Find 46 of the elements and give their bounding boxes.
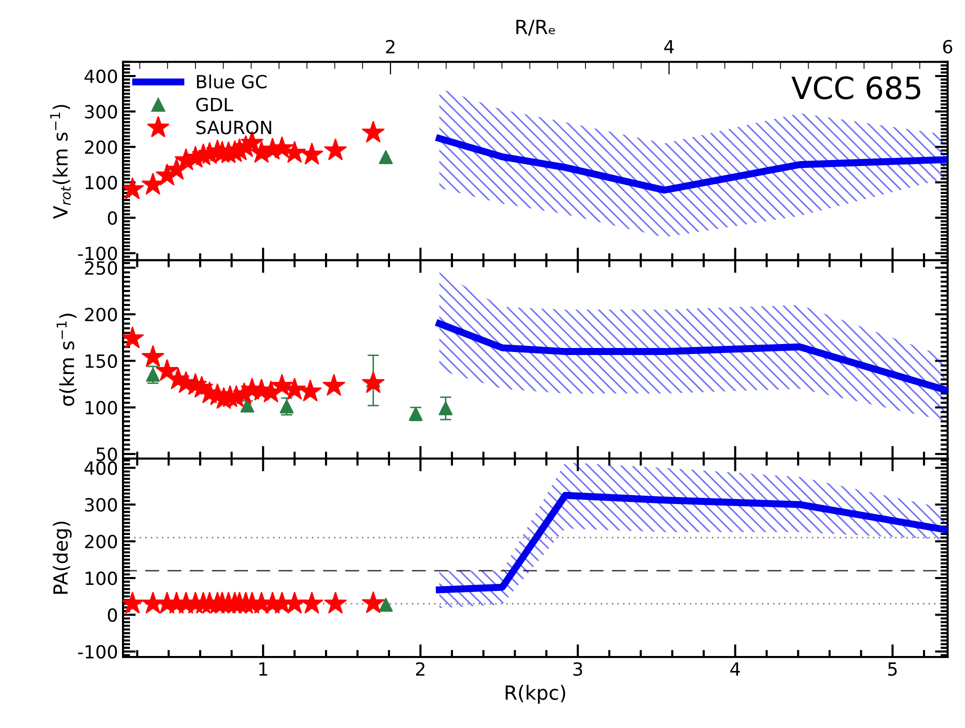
point [165, 158, 188, 180]
y-axis-title: σ(km s$^{−1}$) [56, 314, 77, 406]
legend-label: SAURON [196, 120, 272, 134]
point [362, 120, 385, 142]
point [299, 380, 322, 402]
legend-label: GDL [196, 98, 234, 112]
x2-tick-label: 4 [664, 40, 674, 54]
point [438, 401, 453, 416]
y-tick-label: 0 [108, 211, 117, 225]
y-tick-label: -100 [78, 246, 117, 260]
y-tick-label: 100 [86, 571, 117, 586]
x2-axis-title: R/Rₑ [516, 20, 555, 36]
y-tick-label: 300 [85, 104, 117, 119]
annotation: VCC 685 [792, 76, 920, 100]
y-tick-label: 250 [85, 261, 117, 275]
point [324, 138, 347, 160]
y-tick-label: 400 [84, 70, 117, 84]
x-tick-label: 1 [259, 662, 268, 676]
point [378, 150, 393, 164]
y-tick-label: 400 [84, 461, 117, 475]
point [280, 400, 294, 414]
legend-label: Blue GC [197, 74, 267, 88]
point [362, 371, 385, 393]
y-tick-label: 100 [86, 176, 117, 190]
y-tick-label: 200 [85, 140, 117, 154]
y-tick-label: 150 [86, 354, 117, 368]
y-tick-label: 50 [96, 447, 117, 462]
y-tick-label: 0 [108, 608, 117, 622]
y-tick-label: -100 [78, 644, 117, 659]
x-tick-label: 4 [730, 662, 740, 676]
point [270, 374, 294, 396]
y-tick-label: 200 [85, 308, 117, 322]
x-tick-label: 3 [573, 662, 582, 676]
x2-tick-label: 2 [386, 40, 394, 54]
point [142, 345, 164, 367]
x-axis-title: R(kpc) [506, 684, 566, 704]
y-tick-label: 300 [85, 498, 117, 512]
y-axis-title: PA(deg) [52, 522, 72, 594]
x-tick-label: 5 [888, 662, 897, 676]
y-tick-label: 200 [85, 534, 117, 548]
point [300, 142, 324, 164]
x-tick-label: 2 [416, 662, 424, 676]
y-tick-label: 100 [86, 400, 117, 415]
x2-tick-label: 6 [943, 40, 952, 54]
y-axis-title: V$_{rot}$(km s$^{−1}$) [50, 104, 71, 219]
point [322, 374, 346, 396]
